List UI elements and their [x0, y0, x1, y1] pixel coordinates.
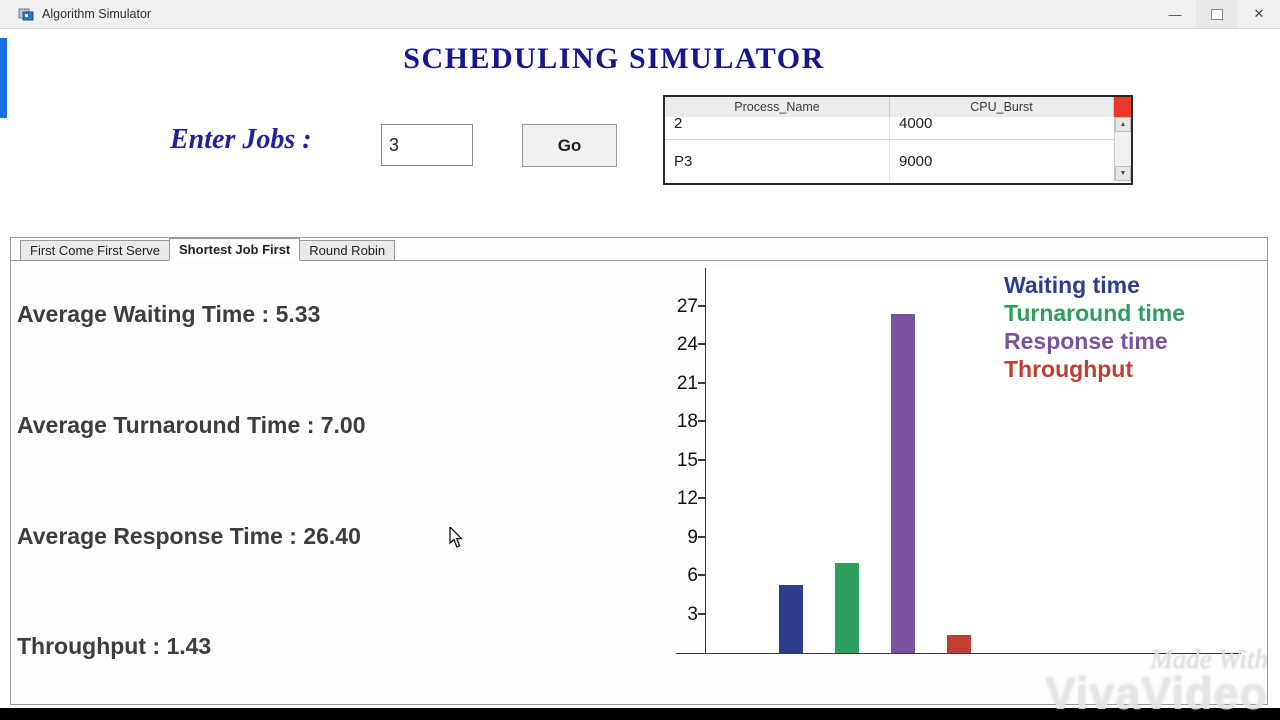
bar-throughput [947, 635, 971, 653]
process-table-header: Process_Name CPU_Burst [665, 97, 1131, 118]
y-tick-mark [698, 535, 706, 538]
legend-item: Waiting time [1004, 272, 1140, 298]
y-tick-label: 9 [687, 526, 698, 548]
y-tick-label: 18 [676, 411, 698, 432]
legend-item: Turnaround time [1004, 300, 1186, 326]
close-button[interactable]: ✕ [1238, 0, 1280, 28]
bar-response-time [891, 314, 915, 653]
chart-legend: Waiting time Turnaround time Response time… [1004, 271, 1185, 383]
cell-cpu-burst: 4000 [899, 117, 933, 132]
y-tick-mark [698, 420, 706, 422]
chevron-down-icon: ▼ [1119, 170, 1127, 177]
legend-item: Response time [1004, 328, 1168, 354]
page-title: SCHEDULING SIMULATOR [403, 42, 825, 75]
app-icon [18, 6, 34, 22]
column-header-cpu-burst[interactable]: CPU_Burst [890, 97, 1114, 117]
cell-cpu-burst: 9000 [899, 152, 933, 170]
table-row[interactable]: P3 9000 [665, 140, 1114, 181]
throughput: Throughput : 1.43 [17, 633, 212, 659]
enter-jobs-label: Enter Jobs : [170, 124, 312, 155]
mouse-cursor [449, 525, 466, 554]
y-tick-mark [698, 574, 706, 576]
tab-first-come-first-serve[interactable]: First Come First Serve [20, 240, 170, 261]
tab-bar: First Come First Serve Shortest Job Firs… [20, 238, 396, 261]
minimize-button[interactable]: — [1154, 0, 1196, 28]
process-table-body: 2 4000 P3 9000 [665, 117, 1114, 181]
average-response-time: Average Response Time : 26.40 [17, 523, 361, 549]
y-tick-label: 3 [687, 603, 698, 625]
chevron-up-icon: ▲ [1119, 121, 1127, 128]
column-header-process-name[interactable]: Process_Name [665, 97, 890, 117]
y-tick-mark [698, 343, 706, 345]
go-button[interactable]: Go [522, 124, 617, 167]
tab-round-robin[interactable]: Round Robin [300, 240, 396, 261]
x-axis-line [676, 653, 706, 654]
y-tick-mark [698, 497, 706, 499]
scroll-down-button[interactable]: ▼ [1115, 166, 1131, 181]
y-tick-mark [698, 304, 706, 307]
bar-turnaround-time [835, 563, 859, 653]
y-tick-label: 24 [676, 334, 698, 355]
process-table: Process_Name CPU_Burst 2 4000 P3 9000 ▲ … [663, 95, 1133, 185]
bottom-black-bar [0, 708, 1280, 720]
table-scrollbar[interactable]: ▲ ▼ [1114, 117, 1131, 181]
y-tick-label: 21 [676, 372, 698, 394]
average-turnaround-time: Average Turnaround Time : 7.00 [17, 412, 366, 438]
bar-waiting-time [779, 585, 803, 653]
y-tick-label: 15 [676, 449, 698, 471]
y-tick-label: 12 [676, 488, 698, 509]
table-row[interactable]: 2 4000 [665, 117, 1114, 140]
y-tick-label: 27 [676, 295, 698, 317]
jobs-input[interactable] [381, 124, 473, 166]
y-tick-label: 6 [687, 565, 698, 586]
y-tick-mark [698, 612, 706, 615]
maximize-icon [1211, 8, 1223, 20]
maximize-button[interactable] [1196, 0, 1238, 28]
table-corner-red-square [1114, 97, 1131, 117]
tab-shortest-job-first[interactable]: Shortest Job First [169, 238, 301, 261]
y-tick-mark [698, 381, 706, 384]
title-bar: Algorithm Simulator — ✕ [0, 0, 1280, 29]
scroll-up-button[interactable]: ▲ [1115, 117, 1131, 132]
bar-chart: Waiting time Turnaround time Response time… [676, 268, 1241, 654]
cell-process-name: 2 [665, 117, 890, 139]
tabs-underline [11, 260, 1268, 261]
cell-process-name: P3 [665, 140, 890, 181]
window-title: Algorithm Simulator [42, 7, 152, 21]
legend-item: Throughput [1004, 356, 1134, 382]
y-tick-mark [698, 458, 706, 461]
left-blue-strip [0, 38, 7, 118]
average-waiting-time: Average Waiting Time : 5.33 [17, 301, 321, 327]
